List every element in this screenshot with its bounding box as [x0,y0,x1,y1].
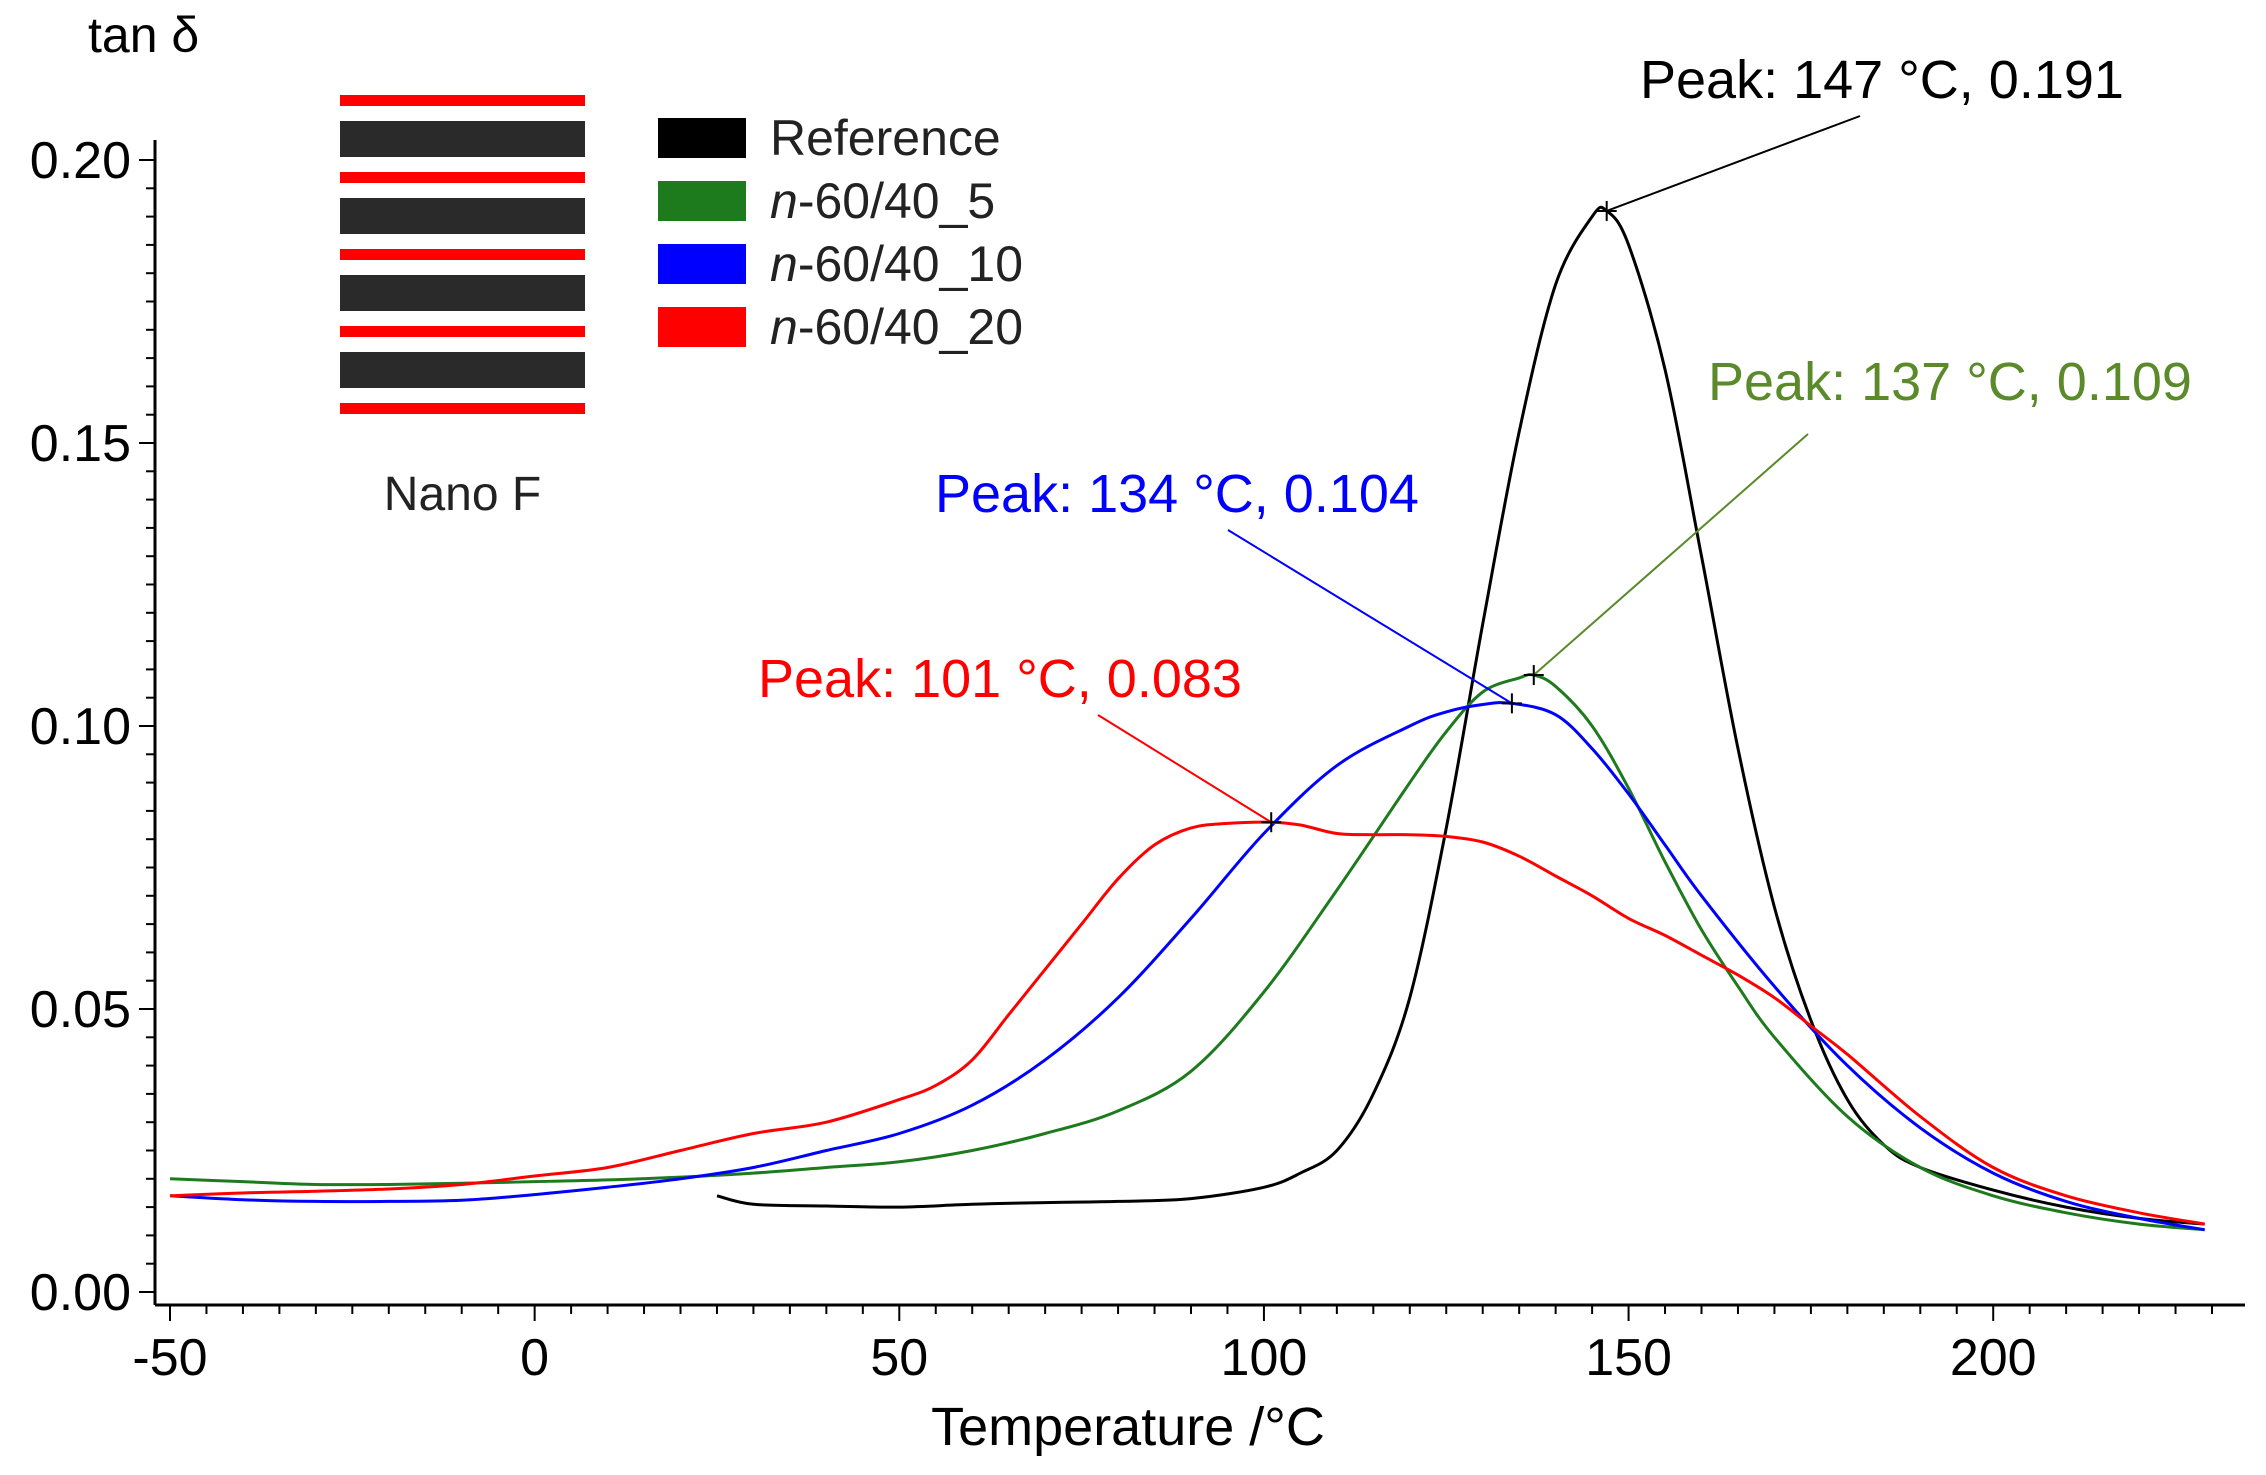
x-tick-label: 100 [1221,1329,1308,1387]
x-tick-label: 0 [520,1329,549,1387]
y-tick-label: 0.00 [30,1264,131,1322]
legend-swatch [658,244,746,284]
y-tick-label: 0.20 [30,132,131,190]
y-tick-label: 0.10 [30,698,131,756]
annotation-leader-line [1097,714,1272,824]
y-tick-label: 0.15 [30,415,131,473]
inset-caption: Nano F [384,468,541,521]
inset-accent-layer [340,326,585,337]
peak-annotation-label: Peak: 137 °C, 0.109 [1708,352,2192,412]
x-tick-label: -50 [132,1329,207,1387]
legend-entry: n-60/40_10 [770,236,1023,292]
legend-swatch [658,181,746,221]
inset-dark-layer [340,352,585,388]
axes: -50 0 50 100 150 200 0.00 0.05 0.10 0.15 0.20 [30,132,2245,1387]
inset-accent-layer [340,95,585,106]
x-tick-label: 200 [1950,1329,2037,1387]
legend-entry: Reference [770,110,1001,166]
annotation-leader-line [1533,433,1809,676]
y-tick-label: 0.05 [30,981,131,1039]
legend-entry: n-60/40_5 [770,173,995,229]
x-tick-label: 150 [1585,1329,1672,1387]
inset-accent-layer [340,249,585,260]
legend-swatch [658,118,746,158]
inset-dark-layer [340,121,585,157]
annotation-leader-line [1227,529,1513,705]
series-line-n-60-40-20 [169,820,2205,1226]
series-line-n-60-40-5 [169,673,2205,1232]
inset-dark-layer [340,275,585,311]
x-axis-title: Temperature /°C [931,1397,1325,1457]
annotation-leader-line [1606,115,1861,212]
inset-accent-layer [340,403,585,414]
inset-accent-layer [340,172,585,183]
series-line-n-60-40-10 [169,701,2205,1232]
peak-annotation-label: Peak: 101 °C, 0.083 [758,649,1242,709]
y-axis-title: tan δ [88,7,199,63]
nano-f-inset: Nano F [340,95,585,521]
peak-annotation-label: Peak: 134 °C, 0.104 [935,464,1419,524]
peak-annotation-label: Peak: 147 °C, 0.191 [1640,50,2124,110]
legend: Reference n-60/40_5 n-60/40_10 n-60/40_20 [658,110,1023,355]
x-tick-label: 50 [870,1329,928,1387]
legend-swatch [658,307,746,347]
peak-annotations: Peak: 147 °C, 0.191 Peak: 137 °C, 0.109 Pe… [758,50,2192,833]
inset-dark-layer [340,198,585,234]
legend-entry: n-60/40_20 [770,299,1023,355]
series-line-reference [716,205,2205,1226]
